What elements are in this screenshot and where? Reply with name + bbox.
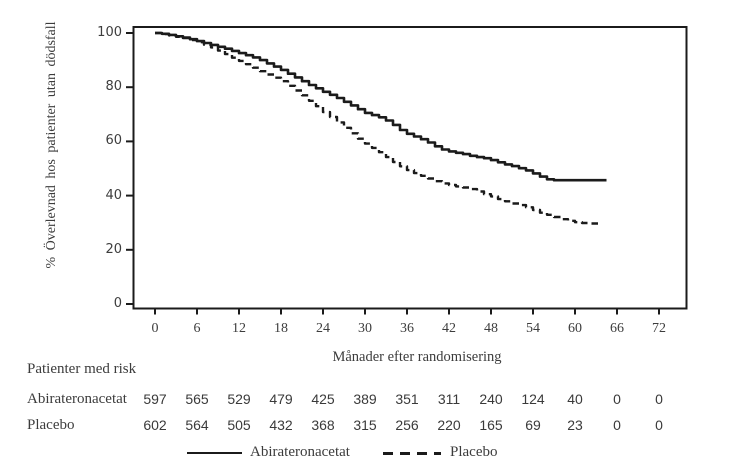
risk-count: 425 — [311, 391, 335, 407]
x-tick-label-48: 48 — [484, 321, 498, 336]
risk-count: 240 — [479, 391, 503, 407]
x-tick-label-54: 54 — [526, 321, 540, 336]
x-tick-label-42: 42 — [442, 321, 456, 336]
legend-dashed-line-icon — [383, 452, 441, 455]
risk-count: 529 — [227, 391, 251, 407]
x-axis-tick-labels: 0 6 12 18 24 30 36 42 48 54 60 66 72 — [0, 321, 736, 339]
legend-solid-line-icon — [187, 452, 242, 454]
x-axis-title: Månader efter randomisering — [332, 349, 502, 365]
risk-count: 23 — [567, 417, 583, 433]
risk-count: 0 — [613, 417, 621, 433]
x-tick-label-0: 0 — [151, 321, 159, 336]
risk-row-label: Placebo — [27, 417, 75, 433]
risk-count: 479 — [269, 391, 293, 407]
risk-count: 165 — [479, 417, 503, 433]
y-tick-label-0: 0 — [113, 296, 122, 311]
x-tick-label-66: 66 — [610, 321, 624, 336]
x-tick-label-12: 12 — [232, 321, 246, 336]
x-tick-label-24: 24 — [316, 321, 330, 336]
risk-count: 432 — [269, 417, 293, 433]
risk-count: 124 — [521, 391, 545, 407]
plot-frame — [132, 26, 688, 310]
risk-count: 351 — [395, 391, 419, 407]
y-tick-label-20: 20 — [105, 241, 122, 257]
x-tick-label-30: 30 — [358, 321, 372, 336]
y-tick-label-80: 80 — [105, 79, 122, 95]
risk-row-label: Abirateronacetat — [27, 391, 127, 407]
risk-count: 597 — [143, 391, 167, 407]
risk-count: 565 — [185, 391, 209, 407]
legend-label-abirateronacetat: Abirateronacetat — [250, 444, 350, 460]
risk-count: 315 — [353, 417, 377, 433]
x-tick-label-60: 60 — [568, 321, 582, 336]
risk-row-abirateronacetat: Abirateronacetat 597 565 529 479 425 389 351 311… — [0, 391, 736, 409]
x-tick-label-18: 18 — [274, 321, 288, 336]
series-placebo-curve — [155, 31, 601, 225]
x-tick-label-6: 6 — [193, 321, 201, 336]
km-plot-canvas — [126, 26, 688, 315]
risk-count: 0 — [655, 391, 663, 407]
risk-count: 69 — [525, 417, 541, 433]
risk-table-title: Patienter med risk — [27, 361, 137, 377]
legend: Abirateronacetat Placebo — [0, 443, 736, 463]
risk-row-placebo: Placebo 602 564 505 432 368 315 256 220 165 69 23 0 0 — [0, 417, 736, 435]
legend-label-placebo: Placebo — [450, 444, 498, 460]
risk-count: 389 — [353, 391, 377, 407]
risk-count: 40 — [567, 391, 583, 407]
x-tick-label-36: 36 — [400, 321, 414, 336]
y-tick-label-60: 60 — [105, 133, 122, 149]
risk-count: 368 — [311, 417, 335, 433]
risk-count: 256 — [395, 417, 419, 433]
risk-count: 564 — [185, 417, 209, 433]
risk-count: 602 — [143, 417, 167, 433]
y-tick-label-40: 40 — [105, 187, 122, 203]
risk-count: 0 — [613, 391, 621, 407]
risk-count: 0 — [655, 417, 663, 433]
risk-count: 505 — [227, 417, 251, 433]
x-tick-label-72: 72 — [652, 321, 666, 336]
series-abirateronacetat-curve — [155, 31, 607, 182]
risk-count: 220 — [437, 417, 461, 433]
risk-count: 311 — [437, 391, 461, 407]
y-tick-label-100: 100 — [97, 25, 122, 40]
